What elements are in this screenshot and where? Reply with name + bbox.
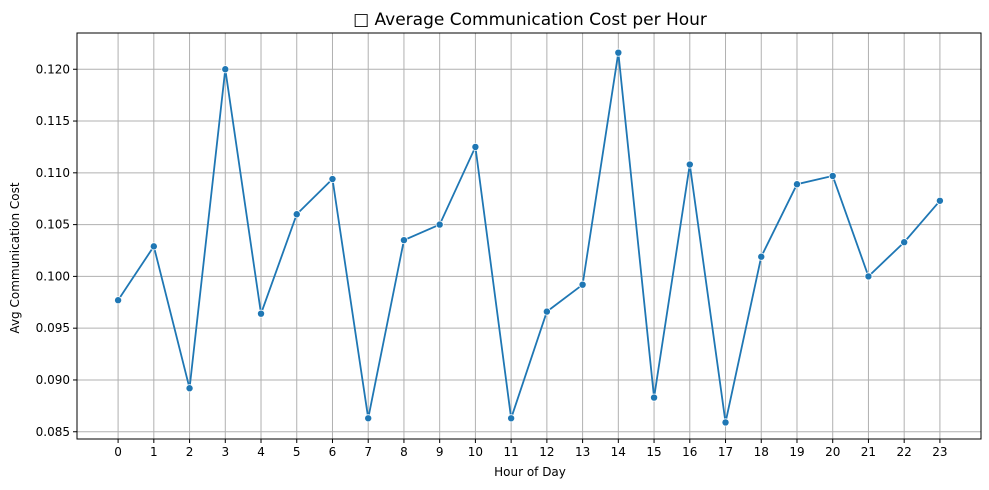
data-point	[292, 210, 301, 219]
x-tick-label: 4	[257, 445, 265, 459]
series-layer	[114, 48, 944, 427]
series-line	[117, 52, 941, 423]
data-point	[721, 418, 730, 427]
data-point	[507, 414, 516, 423]
data-point	[650, 393, 659, 402]
y-tick-label: 0.085	[36, 425, 70, 439]
data-point	[935, 196, 944, 205]
x-tick-label: 19	[789, 445, 804, 459]
y-tick-label: 0.095	[36, 321, 70, 335]
x-tick-label: 11	[503, 445, 518, 459]
data-point	[542, 307, 551, 316]
data-point	[185, 384, 194, 393]
y-tick-label: 0.115	[36, 114, 70, 128]
x-tick-label: 6	[329, 445, 337, 459]
data-point	[900, 238, 909, 247]
data-point	[328, 175, 337, 184]
data-point	[221, 65, 230, 74]
data-point	[757, 252, 766, 261]
x-tick-label: 7	[364, 445, 372, 459]
data-point	[792, 180, 801, 189]
x-tick-label: 21	[861, 445, 876, 459]
y-tick-label: 0.105	[36, 218, 70, 232]
y-tick-label: 0.110	[36, 166, 70, 180]
x-tick-label: 12	[539, 445, 554, 459]
y-tick-label: 0.090	[36, 373, 70, 387]
x-tick-label: 18	[754, 445, 769, 459]
x-tick-label: 5	[293, 445, 301, 459]
x-tick-label: 3	[221, 445, 229, 459]
x-tick-label: 13	[575, 445, 590, 459]
data-point	[614, 48, 623, 57]
grid	[77, 33, 981, 439]
y-tick-label: 0.100	[36, 269, 70, 283]
data-point	[471, 142, 480, 151]
x-axis-label: Hour of Day	[494, 465, 566, 479]
chart-title: □ Average Communication Cost per Hour	[353, 10, 707, 30]
data-point	[828, 171, 837, 180]
x-tick-label: 16	[682, 445, 697, 459]
x-tick-label: 8	[400, 445, 408, 459]
x-tick-label: 9	[436, 445, 444, 459]
data-point	[685, 160, 694, 169]
y-tick-label: 0.120	[36, 62, 70, 76]
x-axis-ticks: 0 1 2 3 4 5 6 7 8 9 10 11 12 13 14 15 16 17 18 19 20 21 22 23	[114, 439, 948, 459]
x-tick-label: 1	[150, 445, 158, 459]
data-point	[114, 296, 123, 305]
data-point	[257, 309, 266, 318]
data-point	[864, 272, 873, 281]
x-tick-label: 0	[114, 445, 122, 459]
x-tick-label: 10	[468, 445, 483, 459]
y-axis-ticks: 0.085 0.090 0.095 0.100 0.105 0.110 0.115 0.120	[36, 62, 77, 439]
x-tick-label: 2	[186, 445, 194, 459]
y-axis-label: Avg Communication Cost	[8, 182, 22, 333]
data-point	[399, 236, 408, 245]
x-tick-label: 14	[611, 445, 626, 459]
data-point	[435, 220, 444, 229]
plot-frame	[76, 32, 982, 440]
x-tick-label: 20	[825, 445, 840, 459]
data-point	[149, 242, 158, 251]
data-point	[364, 414, 373, 423]
x-tick-label: 17	[718, 445, 733, 459]
x-tick-label: 15	[646, 445, 661, 459]
x-tick-label: 22	[897, 445, 912, 459]
x-tick-label: 23	[932, 445, 947, 459]
data-point	[578, 280, 587, 289]
